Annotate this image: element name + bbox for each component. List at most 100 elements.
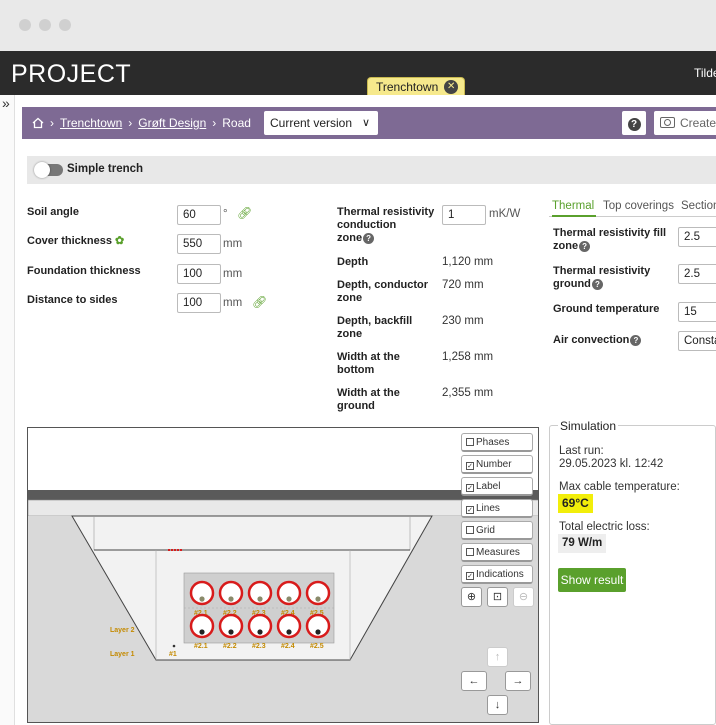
- resistivity-label: Thermal resistivity conduction zone?: [337, 206, 434, 245]
- tab-top-coverings[interactable]: Top coverings: [603, 200, 674, 212]
- help-icon[interactable]: ?: [630, 334, 642, 346]
- tab-section[interactable]: Section: [681, 200, 716, 212]
- width-bottom-label: Width at the bottom: [337, 351, 400, 376]
- simple-trench-toggle[interactable]: [34, 162, 63, 178]
- tab-label: Trenchtown: [376, 79, 439, 94]
- right-panel-tabs: Thermal Top coverings Section: [549, 199, 716, 217]
- checkbox-phases: [466, 438, 474, 446]
- width-ground-value: 2,355 mm: [442, 387, 494, 399]
- cable-core-top-1: [199, 596, 205, 602]
- foundation-thickness-input[interactable]: 100: [177, 264, 221, 284]
- cable-top-5[interactable]: [305, 580, 331, 606]
- cover-thickness-input[interactable]: 550: [177, 234, 221, 254]
- user-menu[interactable]: Tilde: [694, 66, 716, 80]
- gear-icon[interactable]: ✿: [114, 235, 125, 247]
- create-snapshot-button[interactable]: Create s: [654, 111, 716, 135]
- breadcrumb: › Trenchtown › Grøft Design › Road Curre…: [22, 107, 716, 139]
- cable-label-bottom-3: #2.3: [252, 643, 266, 650]
- checkbox-label: ✓: [466, 484, 474, 492]
- home-icon[interactable]: [32, 117, 44, 129]
- help-icon[interactable]: ?: [591, 278, 603, 290]
- help-icon[interactable]: ?: [579, 240, 591, 252]
- electric-loss-label: Total electric loss:: [559, 521, 650, 533]
- toggle-number-button[interactable]: ✓ Number: [461, 455, 533, 474]
- zoom-out-icon[interactable]: ⊖: [513, 587, 534, 607]
- fill-zone-input[interactable]: 2.5: [678, 227, 716, 247]
- window-maximize-dot[interactable]: [59, 19, 71, 31]
- layer-1-label: Layer 1: [110, 651, 135, 658]
- fill-zone-label: Thermal resistivity fill zone?: [553, 227, 667, 252]
- max-temp-badge: 69°C: [558, 494, 593, 513]
- move-up-icon[interactable]: ↑: [487, 647, 508, 667]
- close-icon[interactable]: ✕: [444, 80, 459, 94]
- expand-sidebar-icon[interactable]: »: [2, 95, 10, 111]
- app-header: PROJECT Tilde: [0, 51, 716, 95]
- move-down-icon[interactable]: ↓: [487, 695, 508, 715]
- ground-temperature-input[interactable]: 15: [678, 302, 716, 322]
- link-icon[interactable]: 🔗︎: [252, 295, 268, 309]
- width-ground-label: Width at the ground: [337, 387, 400, 412]
- trench-drawing: #2.1 #2.2 #2.3 #2.4 #2.5 #2.1 #2.2 #2.3 #2.4 #2.5…: [28, 428, 538, 722]
- cable-label-top-5: #2.5: [310, 610, 324, 617]
- breadcrumb-project[interactable]: Trenchtown: [60, 116, 123, 130]
- toggle-indications-button[interactable]: ✓ Indications: [461, 565, 533, 584]
- cable-top-1[interactable]: [189, 580, 215, 606]
- cable-label-top-3: #2.3: [252, 610, 266, 617]
- chevron-right-icon: ›: [128, 116, 133, 130]
- distance-to-sides-input[interactable]: 100: [177, 293, 221, 313]
- cable-bottom-2[interactable]: [218, 613, 244, 639]
- version-select[interactable]: Current version ∨: [264, 111, 378, 135]
- electric-loss-badge: 79 W/m: [558, 534, 607, 553]
- move-left-icon[interactable]: ←: [461, 671, 487, 691]
- cable-bottom-4[interactable]: [276, 613, 302, 639]
- cable-group: #2.1 #2.2 #2.3 #2.4 #2.5 #2.1 #2.2 #2.3 #2.4 #2.5: [189, 580, 331, 650]
- camera-icon: [660, 117, 675, 128]
- checkbox-lines: ✓: [466, 506, 474, 514]
- air-convection-label: Air convection?: [553, 334, 642, 347]
- cable-core-bottom-3: [257, 629, 263, 635]
- distance-to-sides-unit: mm: [223, 297, 243, 309]
- toggle-label-button[interactable]: ✓ Label: [461, 477, 533, 496]
- soil-angle-input[interactable]: 60: [177, 205, 221, 225]
- tab-thermal[interactable]: Thermal: [552, 200, 595, 212]
- toggle-lines-button[interactable]: ✓ Lines: [461, 499, 533, 518]
- move-right-icon[interactable]: →: [505, 671, 531, 691]
- cable-core-bottom-1: [199, 629, 205, 635]
- toggle-grid-button[interactable]: Grid: [461, 521, 533, 540]
- toggle-measures-button[interactable]: Measures: [461, 543, 533, 562]
- cable-bottom-5[interactable]: [305, 613, 331, 639]
- window-close-dot[interactable]: [19, 19, 31, 31]
- zoom-in-icon[interactable]: ⊕: [461, 587, 482, 607]
- window-minimize-dot[interactable]: [39, 19, 51, 31]
- tab-trenchtown[interactable]: Trenchtown ✕: [367, 77, 466, 96]
- depth-conductor-label: Depth, conductor zone: [337, 279, 429, 304]
- cable-bottom-3[interactable]: [247, 613, 273, 639]
- help-icon[interactable]: ?: [363, 232, 375, 244]
- cable-label-top-1: #2.1: [194, 610, 208, 617]
- show-result-button[interactable]: Show result: [558, 568, 626, 592]
- app-logo: PROJECT: [11, 60, 132, 88]
- cable-top-3[interactable]: [247, 580, 273, 606]
- resistivity-label-line2: conduction: [337, 219, 397, 231]
- chevron-right-icon: ›: [50, 116, 54, 130]
- link-icon[interactable]: 🔗︎: [237, 206, 253, 220]
- resistivity-input[interactable]: 1: [442, 205, 486, 225]
- air-convection-select[interactable]: Consta: [678, 331, 716, 351]
- cable-label-bottom-2: #2.2: [223, 643, 237, 650]
- cable-top-4[interactable]: [276, 580, 302, 606]
- cable-bottom-1[interactable]: [189, 613, 215, 639]
- help-button[interactable]: ?: [622, 111, 646, 135]
- fit-view-icon[interactable]: ⊡: [487, 587, 508, 607]
- breadcrumb-design[interactable]: Grøft Design: [138, 116, 207, 130]
- toggle-phases-button[interactable]: Phases: [461, 433, 533, 452]
- cable-top-2[interactable]: [218, 580, 244, 606]
- ground-resistivity-input[interactable]: 2.5: [678, 264, 716, 284]
- cable-core-top-5: [315, 596, 321, 602]
- last-run-label: Last run:: [559, 445, 604, 457]
- trench-canvas[interactable]: #2.1 #2.2 #2.3 #2.4 #2.5 #2.1 #2.2 #2.3 #2.4 #2.5…: [27, 427, 539, 723]
- simple-trench-label: Simple trench: [67, 163, 144, 175]
- layer-2-label: Layer 2: [110, 627, 135, 634]
- simulation-title: Simulation: [558, 419, 619, 433]
- width-bottom-value: 1,258 mm: [442, 351, 494, 363]
- create-snapshot-label: Create s: [680, 116, 716, 130]
